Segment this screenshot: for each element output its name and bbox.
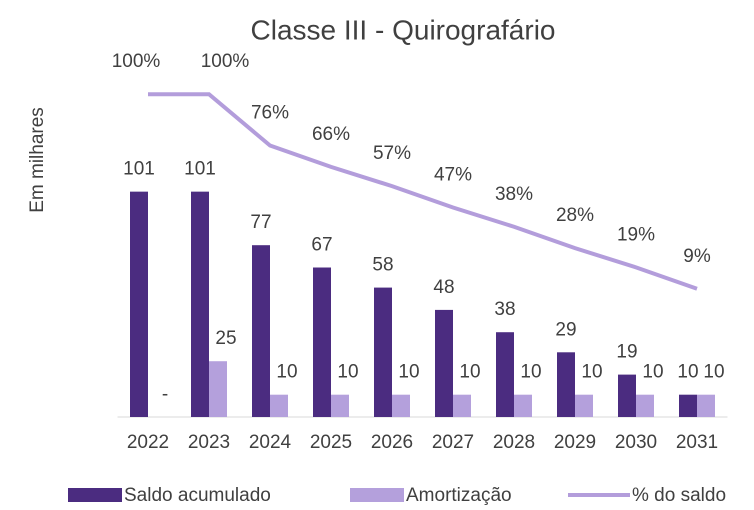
data-label: 38% xyxy=(495,184,533,205)
bar xyxy=(374,287,392,417)
data-label: 100% xyxy=(112,51,161,72)
data-label: 9% xyxy=(683,246,711,267)
data-label: 10 xyxy=(642,362,663,383)
data-label: 58 xyxy=(372,255,393,276)
data-label: 10 xyxy=(703,362,724,383)
data-label: 10 xyxy=(459,362,480,383)
data-label: 77 xyxy=(250,212,271,233)
data-label: 10 xyxy=(276,362,297,383)
bar xyxy=(557,352,575,417)
data-label: 101 xyxy=(123,159,155,180)
y-axis-label: Em milhares xyxy=(27,107,48,213)
x-tick-label: 2027 xyxy=(432,432,474,453)
x-tick-label: 2025 xyxy=(310,432,352,453)
bar xyxy=(636,394,654,417)
legend-label: Saldo acumulado xyxy=(124,485,271,506)
bar xyxy=(191,191,209,417)
data-label: 57% xyxy=(373,143,411,164)
bar xyxy=(575,394,593,417)
x-tick-label: 2031 xyxy=(676,432,718,453)
bar xyxy=(697,394,715,417)
data-label: 38 xyxy=(494,299,515,320)
bar xyxy=(313,267,331,417)
data-label: 10 xyxy=(337,362,358,383)
bar xyxy=(435,309,453,417)
data-label: 19 xyxy=(616,342,637,363)
data-label: 28% xyxy=(556,205,594,226)
bar xyxy=(514,394,532,417)
bar xyxy=(252,245,270,417)
data-label: - xyxy=(162,384,168,405)
legend-label: % do saldo xyxy=(632,485,726,506)
x-tick-label: 2028 xyxy=(493,432,535,453)
x-tick-label: 2029 xyxy=(554,432,596,453)
data-label: 100% xyxy=(201,51,250,72)
data-label: 10 xyxy=(581,362,602,383)
data-label: 47% xyxy=(434,165,472,186)
bar xyxy=(679,394,697,417)
bar xyxy=(496,332,514,417)
data-label: 10 xyxy=(677,362,698,383)
legend-label: Amortização xyxy=(406,485,512,506)
legend-swatch xyxy=(68,488,122,502)
data-label: 19% xyxy=(617,224,655,245)
bar xyxy=(209,361,227,417)
bar xyxy=(618,374,636,417)
data-label: 76% xyxy=(251,103,289,124)
data-label: 10 xyxy=(520,362,541,383)
x-tick-label: 2024 xyxy=(249,432,292,453)
data-label: 10 xyxy=(398,362,419,383)
data-label: 66% xyxy=(312,124,350,145)
line xyxy=(148,92,698,291)
x-tick-label: 2022 xyxy=(127,432,169,453)
x-tick-label: 2030 xyxy=(615,432,657,453)
data-label: 67 xyxy=(311,235,332,256)
bar xyxy=(392,394,410,417)
x-tick-label: 2023 xyxy=(188,432,230,453)
data-label: 29 xyxy=(555,319,576,340)
data-label: 25 xyxy=(215,328,236,349)
data-label: 101 xyxy=(184,159,216,180)
legend-swatch xyxy=(350,488,404,502)
bar xyxy=(130,191,148,417)
x-tick-label: 2026 xyxy=(371,432,413,453)
data-label: 48 xyxy=(433,277,454,298)
chart-title: Classe III - Quirografário xyxy=(251,14,556,45)
bar xyxy=(270,394,288,417)
bar xyxy=(453,394,471,417)
bar xyxy=(331,394,349,417)
